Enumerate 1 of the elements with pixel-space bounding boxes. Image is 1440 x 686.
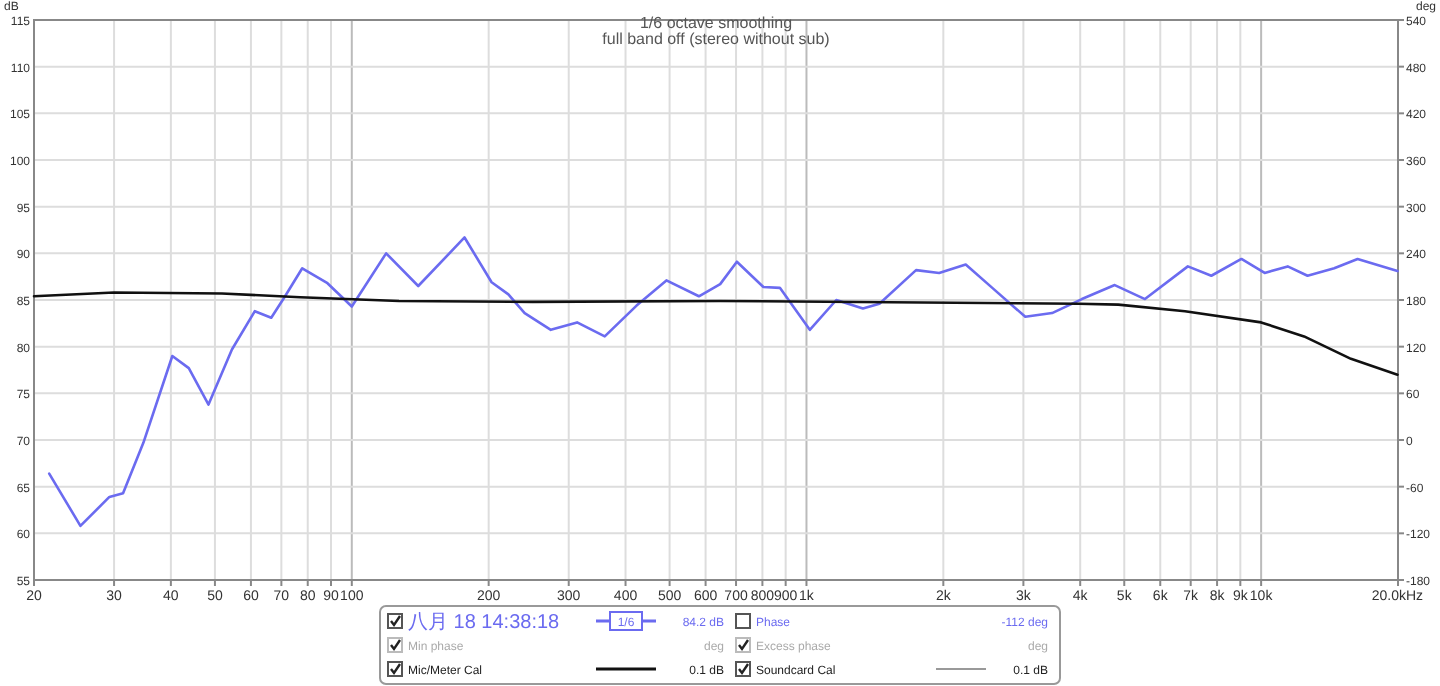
text: full band off (stereo without sub) [602,30,831,48]
